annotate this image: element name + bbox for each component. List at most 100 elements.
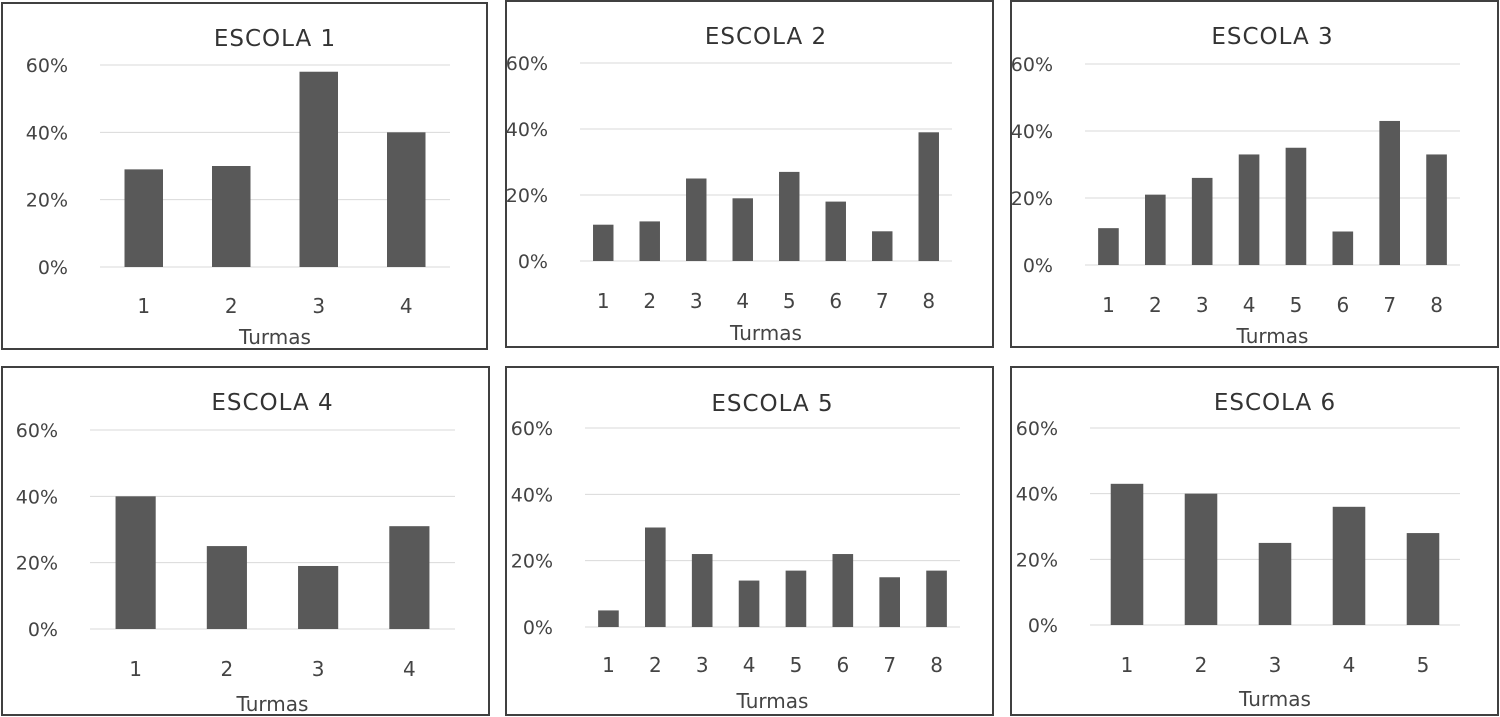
- bar: [639, 221, 660, 261]
- x-tick-label: 7: [883, 653, 896, 677]
- bar: [1426, 154, 1447, 265]
- chart-svg-escola-6: ESCOLA 6 0% 20% 40% 60% 1 2 3 4 5 Turmas: [1016, 390, 1460, 711]
- chart-title: ESCOLA 4: [211, 390, 333, 416]
- x-axis-label: Turmas: [238, 325, 311, 348]
- bar: [732, 198, 753, 261]
- chart-svg-escola-1: ESCOLA 1 0% 20% 40% 60% 1 2 3 4 Turmas: [26, 26, 450, 348]
- bar: [593, 224, 614, 261]
- x-axis-label: Turmas: [236, 692, 309, 714]
- bar: [212, 166, 251, 267]
- x-tick-label: 3: [690, 289, 703, 313]
- chart-svg-escola-5: ESCOLA 5 0% 20% 40% 60% 1 2 3 4 5 6 7 8 Turmas: [511, 391, 960, 713]
- x-tick-label: 8: [922, 289, 935, 313]
- x-tick-label: 5: [1290, 293, 1303, 317]
- bar: [691, 554, 713, 627]
- y-tick-label: 60%: [1012, 54, 1053, 76]
- x-tick-label: 2: [225, 294, 238, 318]
- y-tick-label: 20%: [1012, 188, 1053, 210]
- x-tick-label: 3: [1269, 653, 1282, 677]
- bar: [1110, 483, 1144, 625]
- x-tick-label: 4: [403, 657, 416, 681]
- bar: [1098, 228, 1119, 265]
- x-tick-label: 8: [1430, 293, 1443, 317]
- bar: [1332, 231, 1354, 265]
- y-tick-label: 0%: [38, 257, 68, 279]
- y-tick-label: 20%: [1016, 549, 1058, 571]
- x-tick-label: 6: [1336, 293, 1349, 317]
- x-tick-label: 2: [221, 657, 234, 681]
- chart-panel-escola-5: ESCOLA 5 0% 20% 40% 60% 1 2 3 4 5 6 7 8 Turmas: [505, 366, 994, 716]
- bar: [1238, 154, 1260, 265]
- y-tick-label: 40%: [16, 486, 58, 508]
- y-tick-label: 60%: [1016, 418, 1058, 440]
- bar: [872, 231, 893, 261]
- x-tick-label: 6: [836, 653, 849, 677]
- y-tick-label: 60%: [511, 418, 553, 440]
- bar: [1145, 194, 1166, 265]
- x-tick-label: 7: [876, 289, 889, 313]
- bar: [832, 554, 854, 627]
- x-tick-label: 5: [1417, 653, 1430, 677]
- chart-title: ESCOLA 1: [214, 26, 336, 52]
- y-tick-label: 40%: [26, 122, 68, 144]
- x-tick-label: 4: [1343, 653, 1356, 677]
- bar: [124, 169, 163, 267]
- x-tick-label: 3: [312, 294, 325, 318]
- x-tick-label: 3: [696, 653, 709, 677]
- y-tick-label: 40%: [1012, 121, 1053, 143]
- chart-title: ESCOLA 5: [711, 391, 833, 417]
- bar: [115, 496, 156, 629]
- bar: [1332, 506, 1366, 625]
- y-tick-label: 20%: [511, 551, 553, 573]
- y-tick-label: 20%: [26, 190, 68, 212]
- bar: [825, 201, 846, 261]
- x-tick-label: 6: [829, 289, 842, 313]
- x-tick-label: 4: [1243, 293, 1256, 317]
- bar: [1379, 120, 1400, 265]
- x-tick-label: 8: [930, 653, 943, 677]
- y-tick-label: 20%: [16, 553, 58, 575]
- x-tick-label: 4: [736, 289, 749, 313]
- x-tick-label: 1: [1102, 293, 1115, 317]
- x-tick-label: 7: [1383, 293, 1396, 317]
- bar: [686, 178, 707, 261]
- x-tick-label: 5: [790, 653, 803, 677]
- bar: [389, 526, 430, 629]
- x-tick-label: 5: [783, 289, 796, 313]
- x-tick-label: 4: [400, 294, 413, 318]
- bar: [918, 132, 939, 261]
- y-tick-label: 0%: [1028, 615, 1058, 637]
- x-tick-label: 3: [312, 657, 325, 681]
- bar: [1285, 147, 1307, 265]
- x-tick-label: 2: [643, 289, 656, 313]
- chart-panel-escola-4: ESCOLA 4 0% 20% 40% 60% 1 2 3 4 Turmas: [1, 366, 490, 716]
- x-axis-label: Turmas: [1238, 687, 1311, 711]
- chart-title: ESCOLA 3: [1211, 24, 1333, 50]
- y-tick-label: 0%: [28, 619, 58, 641]
- x-tick-label: 1: [137, 294, 150, 318]
- bar: [387, 132, 426, 267]
- chart-panel-escola-1: ESCOLA 1 0% 20% 40% 60% 1 2 3 4 Turmas: [1, 2, 488, 350]
- x-tick-label: 2: [649, 653, 662, 677]
- x-tick-label: 1: [602, 653, 615, 677]
- y-tick-label: 0%: [523, 617, 553, 639]
- x-tick-label: 2: [1149, 293, 1162, 317]
- bar: [1191, 177, 1213, 265]
- y-tick-label: 60%: [507, 53, 548, 75]
- chart-panel-escola-6: ESCOLA 6 0% 20% 40% 60% 1 2 3 4 5 Turmas: [1010, 366, 1499, 716]
- x-tick-label: 1: [597, 289, 610, 313]
- bar: [785, 570, 807, 627]
- y-tick-label: 40%: [507, 119, 548, 141]
- chart-svg-escola-2: ESCOLA 2 0% 20% 40% 60% 1 2 3 4 5 6 7 8 Turmas: [507, 24, 952, 345]
- chart-svg-escola-4: ESCOLA 4 0% 20% 40% 60% 1 2 3 4 Turmas: [16, 390, 455, 714]
- y-tick-label: 40%: [511, 484, 553, 506]
- chart-svg-escola-3: ESCOLA 3 0% 20% 40% 60% 1 2 3 4 5 6 7 8 Turmas: [1012, 24, 1460, 346]
- y-tick-label: 60%: [16, 420, 58, 442]
- x-tick-label: 2: [1195, 653, 1208, 677]
- x-tick-label: 4: [743, 653, 756, 677]
- y-tick-label: 0%: [1023, 255, 1053, 277]
- x-axis-label: Turmas: [729, 321, 802, 345]
- bar: [738, 580, 760, 627]
- x-axis-label: Turmas: [1236, 324, 1309, 346]
- bar: [598, 610, 619, 627]
